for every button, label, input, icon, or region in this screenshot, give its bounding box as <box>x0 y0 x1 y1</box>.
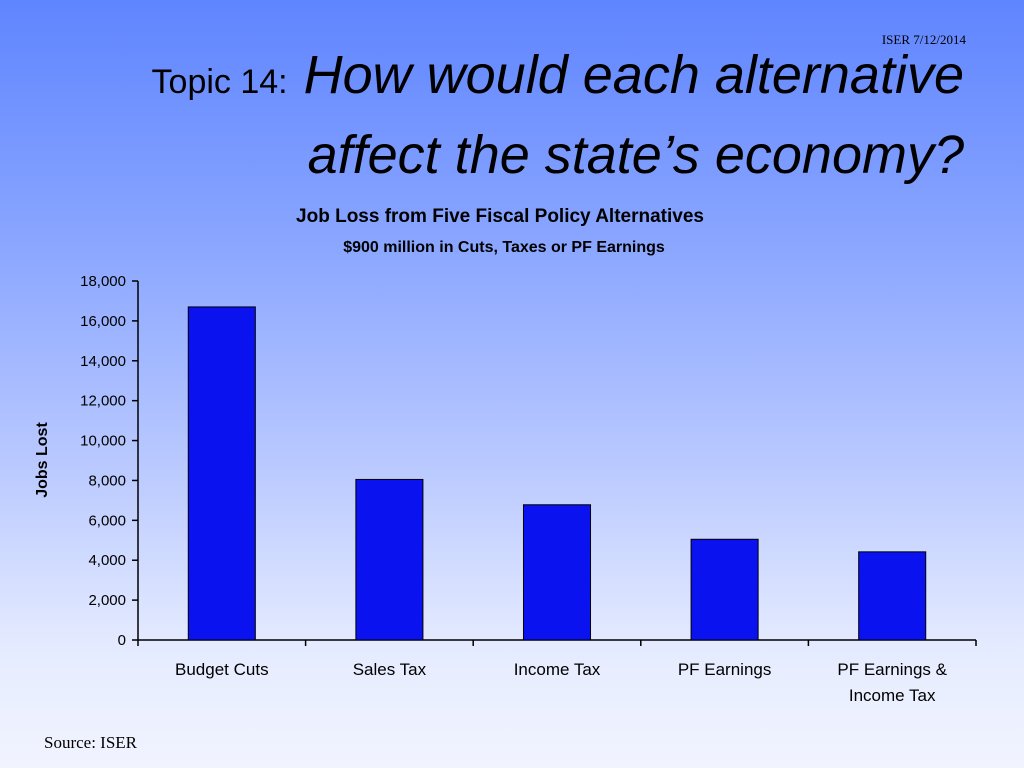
y-tick-label: 2,000 <box>88 592 126 609</box>
title-line-1: How would each alternative <box>303 45 964 105</box>
y-tick-label: 8,000 <box>88 472 126 489</box>
bar <box>187 306 256 641</box>
x-category-label: PF Earnings & <box>837 660 947 679</box>
bar <box>522 504 592 641</box>
y-tick-label: 14,000 <box>80 353 126 370</box>
title-line-2: affect the state’s economy? <box>307 125 964 185</box>
bar <box>355 478 424 641</box>
source-note: Source: ISER <box>44 733 138 752</box>
slide-title: Topic 14: How would each alternative affe… <box>152 42 964 188</box>
chart-subtitle: $900 million in Cuts, Taxes or PF Earnin… <box>343 239 665 256</box>
title-prefix: Topic 14: <box>151 63 288 101</box>
x-category-label: PF Earnings <box>678 660 772 679</box>
plot-area: 0 2,000 4,000 6,000 8,000 10,000 12,000 14,000 1… <box>80 273 977 705</box>
x-category-label: Income Tax <box>849 686 936 705</box>
date-stamp: ISER 7/12/2014 <box>881 32 966 47</box>
y-tick-label: 6,000 <box>88 512 126 529</box>
y-tick-label: 4,000 <box>88 552 126 569</box>
chart-title: Job Loss from Five Fiscal Policy Alterna… <box>296 206 704 227</box>
x-category-label: Income Tax <box>514 660 601 679</box>
y-tick-label: 18,000 <box>80 273 126 290</box>
bar <box>690 538 759 641</box>
y-tick-label: 12,000 <box>80 393 126 410</box>
x-category-label: Sales Tax <box>353 660 427 679</box>
x-category-label: Budget Cuts <box>175 660 269 679</box>
y-tick-label: 0 <box>118 632 126 649</box>
y-tick-label: 10,000 <box>80 433 126 450</box>
bar <box>858 551 927 641</box>
y-axis-label: Jobs Lost <box>34 422 51 498</box>
y-tick-label: 16,000 <box>80 313 126 330</box>
